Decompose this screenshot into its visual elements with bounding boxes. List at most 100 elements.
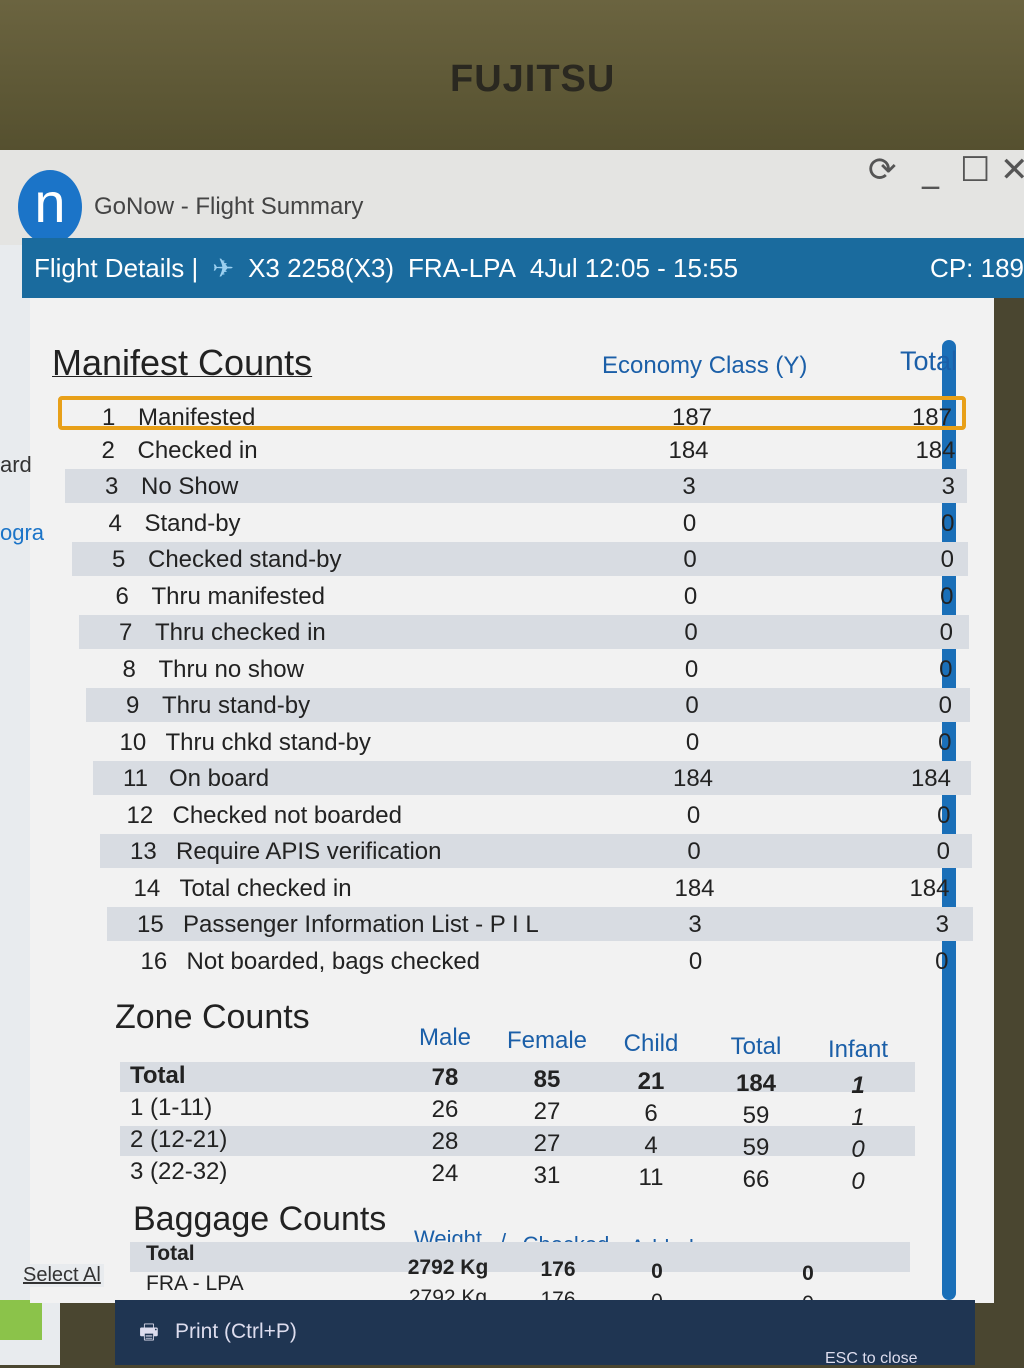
total-value: 0 [937,801,951,829]
zone-label: 1 (1-11) [130,1094,213,1121]
manifest-row[interactable]: 15 Passenger Information List - P I L 3 3 [107,907,973,941]
app-logo: n [18,170,82,244]
manifest-row[interactable]: 11 On board 184 184 [93,761,971,795]
manifest-row[interactable]: 3 No Show 3 3 [65,469,967,503]
manifest-row[interactable]: 7 Thru checked in 0 0 [79,615,969,649]
manifest-row[interactable]: 16 Not boarded, bags checked 0 0 [111,944,974,978]
window-title: GoNow - Flight Summary [94,193,364,220]
manifest-row[interactable]: 9 Thru stand-by 0 0 [86,688,970,722]
route: FRA-LPA [408,252,516,283]
zone-value: 184 [735,1070,777,1097]
row-number: 1 [102,404,116,431]
total-value: 0 [938,728,952,756]
flight-header: Flight Details | ✈ X3 2258(X3) FRA-LPA 4… [22,238,1024,298]
manifest-row[interactable]: 2 Checked in 184 184 [62,433,967,467]
total-value: 0 [939,655,953,683]
zone-row: Total 78 85 21 184 1 [120,1062,915,1099]
economy-value: 0 [684,619,698,646]
row-number: 10 [119,728,147,756]
row-number: 8 [122,655,136,683]
economy-value: 0 [685,692,699,719]
manifest-row[interactable]: 8 Thru no show 0 0 [83,652,970,686]
zone-label: Total [130,1062,186,1089]
row-number: 12 [126,801,154,829]
esc-hint: ESC to close [825,1350,918,1367]
row-label: Thru checked in [155,619,326,646]
total-value: 3 [941,473,955,500]
zone-value: 21 [637,1068,665,1095]
select-all-link[interactable]: Select Al [20,1264,104,1287]
manifest-row[interactable]: 1 Manifested 187 187 [58,396,966,431]
economy-value: 184 [668,436,709,464]
row-number: 2 [101,436,115,464]
section-label: Flight Details | [34,252,199,283]
row-number: 4 [108,509,122,537]
minimize-button[interactable]: _ [922,150,939,190]
maximize-button[interactable]: ☐ [960,150,991,190]
zone-col-header: Infant [827,1036,889,1063]
baggage-value: 0 [651,1260,663,1283]
flight-number: X3 2258(X3) [248,252,395,283]
row-label: Stand-by [144,509,241,537]
economy-value: 187 [671,404,713,431]
manifest-row[interactable]: 14 Total checked in 184 184 [104,871,973,905]
zone-value: 27 [533,1098,561,1125]
manifest-row[interactable]: 12 Checked not boarded 0 0 [97,798,972,832]
economy-value: 0 [683,582,698,610]
row-label: Require APIS verification [176,838,442,865]
left-panel-item[interactable]: ogra [0,520,45,545]
baggage-value: 0 [802,1262,814,1285]
total-value: 184 [910,765,951,792]
row-label: Checked stand-by [148,546,342,573]
zone-col-header: Female [506,1027,588,1054]
zone-value: 1 [851,1072,865,1099]
total-value: 0 [935,947,949,975]
manifest-row[interactable]: 13 Require APIS verification 0 0 [100,834,972,868]
scrollbar[interactable] [942,340,956,1300]
zone-title: Zone Counts [115,998,310,1036]
monitor-logo: FUJITSU [450,58,616,100]
manifest-row[interactable]: 10 Thru chkd stand-by 0 0 [90,725,971,759]
total-value: 3 [935,911,949,938]
row-number: 13 [130,838,157,865]
economy-value: 0 [683,546,697,573]
printer-icon[interactable]: 🖶 [139,1321,159,1344]
col-economy: Economy Class (Y) [602,352,808,379]
title-bar [0,150,1024,245]
row-label: Thru chkd stand-by [165,728,371,756]
zone-value: 0 [851,1136,865,1163]
baggage-label: FRA - LPA [146,1272,244,1295]
baggage-title: Baggage Counts [133,1200,387,1238]
total-value: 0 [938,692,952,719]
economy-value: 0 [685,728,700,756]
refresh-icon[interactable]: ⟳ [868,150,897,190]
economy-value: 0 [682,509,697,537]
zone-value: 27 [533,1130,561,1157]
zone-label: 2 (12-21) [130,1126,228,1153]
baggage-col-header: / [500,1229,506,1255]
print-button[interactable]: Print (Ctrl+P) [175,1320,297,1343]
row-label: Total checked in [179,874,352,902]
footer: 🖶 Print (Ctrl+P) ESC to close [115,1300,975,1367]
manifest-row[interactable]: 4 Stand-by 0 0 [69,506,968,540]
zone-label: 3 (22-32) [130,1158,228,1185]
row-number: 7 [119,619,133,646]
row-label: Checked not boarded [172,801,403,829]
zone-value: 4 [644,1132,658,1159]
left-panel-item[interactable]: ard [0,452,32,477]
monitor-bezel [0,0,1024,150]
economy-value: 0 [687,838,701,865]
manifest-row[interactable]: 5 Checked stand-by 0 0 [72,542,968,576]
baggage-label: Total [146,1242,195,1265]
row-label: Thru no show [158,655,304,683]
row-number: 9 [126,692,140,719]
zone-col-header: Child [623,1030,679,1057]
zone-value: 31 [533,1162,561,1189]
close-button[interactable]: ✕ [1000,150,1024,190]
total-value: 0 [940,546,954,573]
total-value: 0 [940,582,954,610]
row-label: On board [169,765,270,792]
row-number: 6 [115,582,129,610]
zone-row: 3 (22-32) 24 31 11 66 0 [120,1158,915,1195]
manifest-row[interactable]: 6 Thru manifested 0 0 [76,579,969,613]
